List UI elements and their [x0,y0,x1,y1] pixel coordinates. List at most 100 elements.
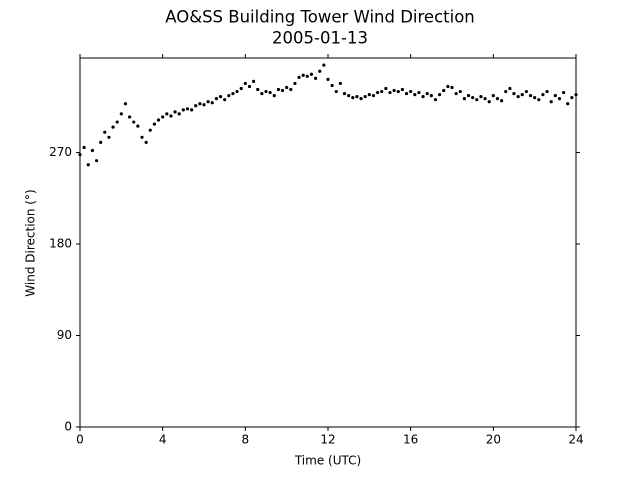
point [107,135,111,139]
point [210,101,214,105]
point [524,89,529,94]
point [487,100,491,104]
point [94,159,99,163]
point [314,76,318,80]
y-tick-label: 0 [64,420,72,434]
point [421,95,425,99]
point [173,110,177,114]
point [289,87,293,92]
point [152,122,156,126]
y-tick-label: 270 [49,145,72,159]
point [119,112,123,116]
point [376,90,380,95]
point [326,77,330,81]
point [508,86,512,91]
point [438,92,442,97]
point [206,100,210,104]
point [359,97,363,101]
point [140,135,144,139]
point [549,100,553,104]
point [194,104,198,108]
point [132,120,136,124]
point [136,124,140,128]
point [309,72,314,76]
point [90,148,94,153]
point [404,91,409,96]
point [388,90,392,95]
point [483,97,487,101]
x-tick-label: 4 [159,433,167,447]
y-axis-label: Wind Direction (°) [24,189,38,296]
point [471,96,475,100]
point [557,97,562,101]
point [144,140,148,144]
point [446,84,450,89]
x-tick-label: 20 [486,433,501,447]
point [384,86,388,91]
point [553,94,557,98]
point [479,95,483,99]
x-tick-label: 0 [76,433,84,447]
point [462,97,466,101]
point [239,86,243,91]
point [504,89,508,94]
point [111,125,115,129]
point [355,95,359,99]
point [433,98,438,102]
point [367,92,371,97]
point [256,87,260,92]
point [264,89,268,94]
point [280,88,285,93]
point [156,118,161,122]
point [322,63,326,67]
point [475,98,479,102]
point [330,83,334,88]
point [512,91,516,96]
point [442,88,446,93]
point [417,90,421,95]
point [78,152,82,157]
point [380,89,384,94]
point [169,114,173,118]
point [500,99,504,103]
point [268,90,272,95]
point [545,89,549,94]
point [235,89,239,94]
point [537,98,541,102]
point [243,81,247,86]
point [570,96,574,100]
point [454,91,458,96]
point [541,92,545,97]
chart-subtitle: 2005-01-13 [272,29,368,48]
point [574,92,578,97]
point [185,107,190,111]
x-tick-label: 12 [320,433,335,447]
point [429,94,433,98]
point [103,130,107,134]
point [99,140,103,144]
point [165,112,169,116]
point [566,102,570,106]
point [347,94,351,98]
point [371,94,376,98]
point [533,96,537,100]
point [425,91,429,96]
point [218,95,223,99]
point [190,108,194,112]
point [516,95,520,99]
point [148,128,152,132]
point [161,115,165,119]
x-axis-label: Time (UTC) [294,454,361,468]
point [450,85,454,90]
point [520,92,524,97]
point [562,90,566,95]
point [301,73,305,77]
point [305,74,309,78]
point [82,145,86,150]
point [351,96,355,100]
point [231,91,235,96]
point [198,102,202,106]
point [491,94,495,98]
chart-title: AO&SS Building Tower Wind Direction [165,8,475,27]
